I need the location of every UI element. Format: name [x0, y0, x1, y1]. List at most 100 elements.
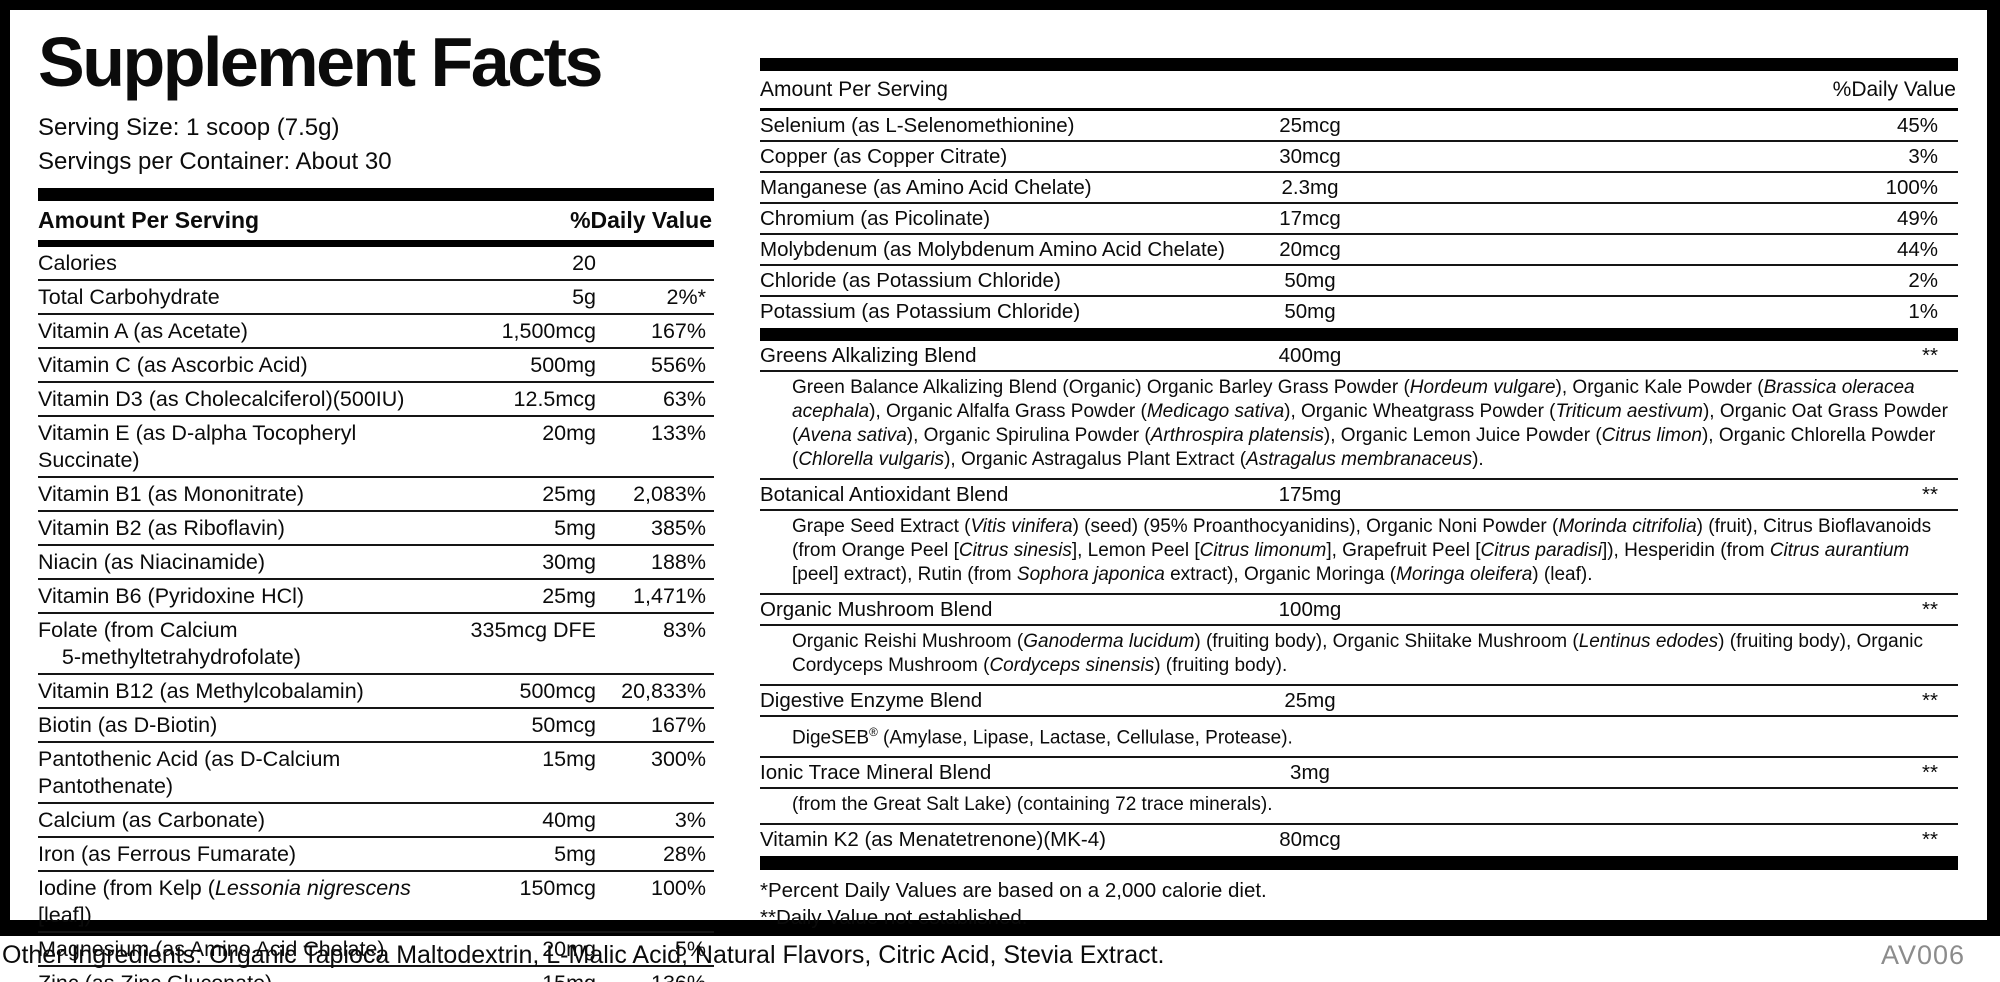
nutrient-amount: 50mg — [1284, 269, 1336, 292]
other-ingredients: Other Ingredients: Organic Tapioca Malto… — [2, 941, 1165, 969]
nutrient-name: Iron (as Ferrous Fumarate) — [38, 841, 297, 866]
nutrient-name: Pantothenic Acid (as D-Calcium Pantothen… — [38, 746, 347, 798]
nutrient-row: Zinc (as Zinc Gluconate) 15mg 136% — [38, 964, 714, 982]
nutrient-name: Vitamin B12 (as Methylcobalamin) — [38, 678, 364, 703]
divider-bar — [38, 187, 714, 201]
nutrient-name: Chloride (as Potassium Chloride) — [760, 269, 1061, 292]
nutrient-name: Potassium (as Potassium Chloride) — [760, 300, 1081, 323]
nutrient-row: Vitamin B2 (as Riboflavin) 5mg 385% — [38, 509, 714, 544]
nutrient-row: Vitamin B6 (Pyridoxine HCl) 25mg 1,471% — [38, 577, 714, 612]
nutrient-row: Folate (from Calcium 5-methyltetrahydrof… — [38, 611, 714, 673]
nutrient-name: Copper (as Copper Citrate) — [760, 145, 1008, 168]
nutrient-name: Vitamin A (as Acetate) — [38, 318, 248, 343]
right-nutrient-table: Selenium (as L-Selenomethionine) 25mcg 4… — [760, 111, 1958, 326]
divider-bar — [760, 856, 1958, 871]
blend-daily-value: ** — [1922, 598, 1938, 621]
nutrient-daily-value: 5% — [674, 936, 706, 961]
nutrient-daily-value: 385% — [651, 515, 706, 540]
nutrient-amount: 5g — [572, 284, 596, 309]
blend-row: Botanical Antioxidant Blend 175mg ** — [760, 480, 1958, 511]
nutrient-daily-value: 63% — [662, 386, 706, 411]
nutrient-daily-value: 3% — [674, 807, 706, 832]
divider-bar — [760, 328, 1958, 341]
nutrient-amount: 150mcg — [519, 875, 597, 900]
blend-row: Greens Alkalizing Blend 400mg ** — [760, 341, 1958, 372]
nutrient-name: Selenium (as L-Selenomethionine) — [760, 114, 1075, 137]
nutrient-amount: 500mcg — [519, 678, 597, 703]
nutrient-name: Zinc (as Zinc Gluconate) — [38, 970, 431, 982]
servings-per-container: Servings per Container: About 30 — [38, 147, 392, 175]
nutrient-amount: 5mg — [554, 515, 596, 540]
blend-section: Greens Alkalizing Blend 400mg ** Green B… — [760, 341, 1958, 480]
blend-amount: 80mcg — [1279, 828, 1341, 852]
blend-amount: 100mg — [1278, 598, 1342, 621]
divider-bar — [38, 239, 714, 247]
blend-row: Organic Mushroom Blend 100mg ** — [760, 595, 1958, 626]
nutrient-row: Niacin (as Niacinamide) 30mg 188% — [38, 543, 714, 578]
blend-description: DigeSEB® (Amylase, Lipase, Lactase, Cell… — [760, 717, 1958, 759]
blend-daily-value: ** — [1922, 344, 1938, 367]
nutrient-row: Magnesium (as Amino Acid Chelate) 20mg 5… — [38, 930, 714, 965]
blend-section: Digestive Enzyme Blend 25mg ** DigeSEB® … — [760, 686, 1958, 759]
nutrient-row: Iron (as Ferrous Fumarate) 5mg 28% — [38, 835, 714, 870]
nutrient-daily-value: 167% — [651, 712, 706, 737]
nutrient-name: Molybdenum (as Molybdenum Amino Acid Che… — [760, 238, 1225, 261]
product-code: AV006 — [1880, 940, 1965, 970]
blend-section: Vitamin K2 (as Menatetrenone)(MK-4) 80mc… — [760, 825, 1958, 854]
blend-amount: 175mg — [1278, 483, 1342, 506]
nutrient-row: Chloride (as Potassium Chloride) 50mg 2% — [760, 264, 1958, 295]
blend-name: Ionic Trace Mineral Blend — [760, 761, 992, 785]
blend-section: Botanical Antioxidant Blend 175mg ** Gra… — [760, 480, 1958, 595]
serving-size: Serving Size: 1 scoop (7.5g) — [38, 113, 340, 141]
nutrient-name: Vitamin B1 (as Mononitrate) — [38, 481, 305, 506]
blend-description: Grape Seed Extract (Vitis vinifera) (see… — [760, 511, 1958, 595]
blend-daily-value: ** — [1922, 689, 1938, 712]
footnote-dv-not-established: **Daily Value not established. — [760, 906, 1028, 930]
blend-name: Greens Alkalizing Blend — [760, 344, 977, 367]
nutrient-name: Vitamin B6 (Pyridoxine HCl) — [38, 583, 305, 608]
nutrient-row: Calories 20 — [38, 247, 714, 279]
blend-row: Digestive Enzyme Blend 25mg ** — [760, 686, 1958, 717]
nutrient-amount: 50mcg — [531, 712, 596, 737]
nutrient-daily-value: 556% — [651, 352, 706, 377]
nutrient-amount: 1,500mcg — [501, 318, 596, 343]
nutrient-name: Vitamin E (as D-alpha Tocopheryl Succina… — [38, 420, 363, 472]
nutrient-daily-value: 83% — [662, 617, 706, 642]
left-nutrient-table: Calories 20 Total Carbohydrate 5g 2%* Vi… — [38, 247, 714, 982]
blend-daily-value: ** — [1922, 761, 1938, 785]
nutrient-amount: 25mg — [542, 583, 596, 608]
right-table-header: Amount Per Serving %Daily Value — [760, 71, 1958, 111]
nutrient-daily-value: 300% — [651, 746, 706, 771]
nutrient-daily-value: 2% — [1908, 269, 1938, 292]
nutrient-daily-value: 167% — [651, 318, 706, 343]
nutrient-row: Vitamin B1 (as Mononitrate) 25mg 2,083% — [38, 475, 714, 510]
nutrient-name: Vitamin C (as Ascorbic Acid) — [38, 352, 308, 377]
nutrient-amount: 2.3mg — [1281, 176, 1339, 199]
nutrient-amount: 25mcg — [1279, 114, 1341, 137]
nutrient-name: Calcium (as Carbonate) — [38, 807, 266, 832]
blend-description: Green Balance Alkalizing Blend (Organic)… — [760, 372, 1958, 480]
left-column: Supplement Facts Serving Size: 1 scoop (… — [38, 22, 714, 982]
nutrient-amount: 25mg — [542, 481, 596, 506]
nutrient-daily-value: 1% — [1908, 300, 1938, 323]
blend-row: Vitamin K2 (as Menatetrenone)(MK-4) 80mc… — [760, 825, 1958, 854]
nutrient-name: Niacin (as Niacinamide) — [38, 549, 266, 574]
nutrient-amount: 30mcg — [1279, 145, 1341, 168]
divider-bar — [760, 58, 1958, 71]
nutrient-amount: 30mg — [542, 549, 596, 574]
nutrient-daily-value: 49% — [1896, 207, 1938, 230]
nutrient-amount: 40mg — [542, 807, 596, 832]
nutrient-row: Selenium (as L-Selenomethionine) 25mcg 4… — [760, 111, 1958, 140]
nutrient-name: Magnesium (as Amino Acid Chelate) — [38, 936, 385, 961]
blend-daily-value: ** — [1922, 483, 1938, 506]
nutrient-daily-value: 133% — [651, 420, 706, 445]
nutrient-row: Pantothenic Acid (as D-Calcium Pantothen… — [38, 740, 714, 802]
column-header-amount: Amount Per Serving — [760, 78, 948, 101]
nutrient-daily-value: 2%* — [666, 284, 706, 309]
blend-name: Digestive Enzyme Blend — [760, 689, 983, 712]
nutrient-row: Iodine (from Kelp (Lessonia nigrescens [… — [38, 869, 714, 931]
nutrient-daily-value: 136% — [596, 970, 714, 982]
nutrient-amount: 50mg — [1284, 300, 1336, 323]
bottom-strip: Other Ingredients: Organic Tapioca Malto… — [2, 940, 1965, 971]
nutrient-name: Biotin (as D-Biotin) — [38, 712, 218, 737]
